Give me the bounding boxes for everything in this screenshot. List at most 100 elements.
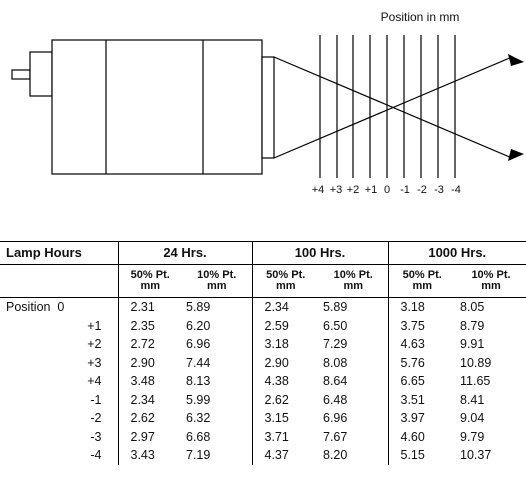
position-numbers: +4 +3 +2 +1 0 -1 -2 -3 -4 bbox=[312, 184, 461, 196]
value-cell: 3.75 bbox=[387, 316, 456, 335]
value-cell: 8.41 bbox=[460, 392, 485, 407]
value-cell: 8.20 bbox=[323, 448, 348, 463]
lamp-body bbox=[51, 39, 263, 175]
value-cell: 5.76 bbox=[387, 353, 456, 372]
value-cell: 4.63 bbox=[387, 335, 456, 354]
value-cell: 2.31 bbox=[117, 297, 182, 317]
value-cell: 5.89 bbox=[186, 300, 211, 315]
value-cell: 2.90 bbox=[251, 353, 319, 372]
value-cell: 2.34 bbox=[117, 390, 182, 409]
value-cell: 8.64 bbox=[323, 374, 348, 389]
table-row: Position 0 2.31 5.89 2.34 5.89 3.18 8.05 bbox=[0, 297, 526, 317]
subheader-10pct: 10% Pt. mm bbox=[456, 264, 526, 298]
value-cell: 5.89 bbox=[323, 300, 348, 315]
value-cell: 9.91 bbox=[460, 337, 485, 352]
value-cell: 2.62 bbox=[251, 390, 319, 409]
value-cell: 6.50 bbox=[323, 318, 348, 333]
value-cell: 5.99 bbox=[186, 392, 211, 407]
position-cell: -2 bbox=[90, 411, 102, 426]
table-row: +4 3.48 8.13 4.38 8.64 6.65 11.65 bbox=[0, 372, 526, 391]
table-row: +3 2.90 7.44 2.90 8.08 5.76 10.89 bbox=[0, 353, 526, 372]
value-cell: 8.79 bbox=[460, 318, 485, 333]
position-cell: +3 bbox=[87, 355, 102, 370]
table-row: -3 2.97 6.68 3.71 7.67 4.60 9.79 bbox=[0, 427, 526, 446]
position-number: +1 bbox=[365, 184, 378, 196]
position-number: -3 bbox=[434, 184, 444, 196]
arrowhead bbox=[508, 54, 524, 66]
position-cell: -1 bbox=[90, 392, 102, 407]
value-cell: 3.71 bbox=[251, 427, 319, 446]
lamp-base bbox=[29, 51, 53, 97]
position-cell: +2 bbox=[87, 337, 102, 352]
value-cell: 2.97 bbox=[117, 427, 182, 446]
position-ticks bbox=[319, 35, 456, 178]
value-cell: 3.18 bbox=[251, 335, 319, 354]
lamp-hours-header: Lamp Hours bbox=[0, 241, 118, 265]
value-cell: 4.38 bbox=[251, 372, 319, 391]
position-number: +2 bbox=[347, 184, 360, 196]
value-cell: 6.68 bbox=[186, 429, 211, 444]
lamp-pin bbox=[11, 69, 31, 80]
value-cell: 6.48 bbox=[323, 392, 348, 407]
value-cell: 11.65 bbox=[460, 374, 491, 389]
value-cell: 2.34 bbox=[251, 297, 319, 317]
arrowhead bbox=[508, 149, 524, 161]
value-cell: 2.62 bbox=[117, 409, 182, 428]
value-cell: 8.08 bbox=[323, 355, 348, 370]
value-cell: 9.04 bbox=[460, 411, 485, 426]
position-cell: Position 0 bbox=[6, 300, 65, 315]
value-cell: 6.32 bbox=[186, 411, 211, 426]
position-cell: +1 bbox=[87, 318, 102, 333]
subheader-row: 50% Pt. mm 10% Pt. mm 50% Pt. mm 10% Pt. mm … bbox=[0, 264, 526, 298]
table-row: -4 3.43 7.19 4.37 8.20 5.15 10.37 bbox=[0, 446, 526, 465]
position-number: -1 bbox=[400, 184, 410, 196]
lamp-beam-diagram: Position in mm +4 +3 +2 +1 0 -1 -2 -3 -4 bbox=[11, 10, 524, 196]
subheader-50pct: 50% Pt. mm bbox=[117, 264, 182, 298]
group-1000-hrs: 1000 Hrs. bbox=[387, 241, 526, 265]
subheader-blank bbox=[0, 264, 118, 298]
group-100-hrs: 100 Hrs. bbox=[251, 241, 388, 265]
value-cell: 2.90 bbox=[117, 353, 182, 372]
table-body: Position 0 2.31 5.89 2.34 5.89 3.18 8.05 +1 2.35… bbox=[0, 297, 526, 465]
value-cell: 7.44 bbox=[186, 355, 211, 370]
position-cell: -4 bbox=[90, 448, 102, 463]
value-cell: 4.60 bbox=[387, 427, 456, 446]
value-cell: 6.96 bbox=[186, 337, 211, 352]
value-cell: 8.05 bbox=[460, 300, 485, 315]
position-number: 0 bbox=[384, 184, 390, 196]
lamp-lens bbox=[261, 56, 275, 159]
position-cell: +4 bbox=[87, 374, 102, 389]
value-cell: 8.13 bbox=[186, 374, 211, 389]
value-cell: 3.97 bbox=[387, 409, 456, 428]
group-24-hrs: 24 Hrs. bbox=[117, 241, 252, 265]
value-cell: 2.59 bbox=[251, 316, 319, 335]
table-row: -2 2.62 6.32 3.15 6.96 3.97 9.04 bbox=[0, 409, 526, 428]
subheader-10pct: 10% Pt. mm bbox=[182, 264, 252, 298]
value-cell: 3.15 bbox=[251, 409, 319, 428]
value-cell: 7.19 bbox=[186, 448, 211, 463]
value-cell: 9.79 bbox=[460, 429, 485, 444]
subheader-10pct: 10% Pt. mm bbox=[319, 264, 388, 298]
beam-upper bbox=[273, 56, 513, 159]
table-row: +1 2.35 6.20 2.59 6.50 3.75 8.79 bbox=[0, 316, 526, 335]
position-number: -4 bbox=[451, 184, 461, 196]
subheader-50pct: 50% Pt. mm bbox=[251, 264, 319, 298]
table-row: +2 2.72 6.96 3.18 7.29 4.63 9.91 bbox=[0, 335, 526, 354]
value-cell: 4.37 bbox=[251, 446, 319, 465]
value-cell: 10.89 bbox=[460, 355, 492, 370]
value-cell: 7.67 bbox=[323, 429, 348, 444]
value-cell: 3.48 bbox=[117, 372, 182, 391]
subheader-50pct: 50% Pt. mm bbox=[387, 264, 456, 298]
position-number: -2 bbox=[417, 184, 427, 196]
value-cell: 6.65 bbox=[387, 372, 456, 391]
value-cell: 5.15 bbox=[387, 446, 456, 465]
lamp-hours-table: Lamp Hours 24 Hrs. 100 Hrs. 1000 Hrs. 50… bbox=[0, 241, 526, 465]
value-cell: 2.72 bbox=[117, 335, 182, 354]
value-cell: 3.51 bbox=[387, 390, 456, 409]
table-row: -1 2.34 5.99 2.62 6.48 3.51 8.41 bbox=[0, 390, 526, 409]
position-cell: -3 bbox=[90, 429, 102, 444]
value-cell: 10.37 bbox=[460, 448, 492, 463]
value-cell: 2.35 bbox=[117, 316, 182, 335]
position-number: +4 bbox=[312, 184, 325, 196]
value-cell: 6.20 bbox=[186, 318, 211, 333]
